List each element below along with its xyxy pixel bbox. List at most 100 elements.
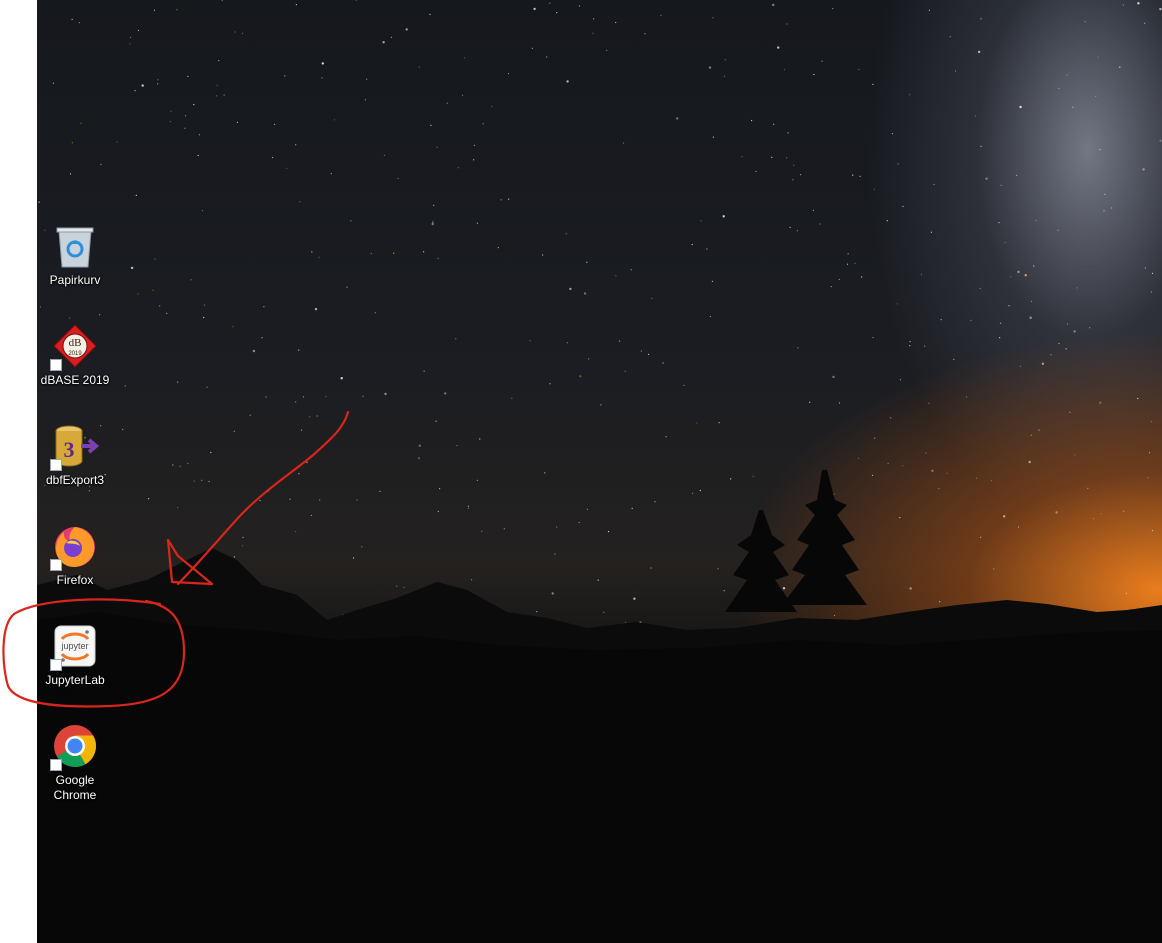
star	[792, 179, 794, 181]
star	[393, 252, 395, 254]
star	[436, 146, 438, 148]
star	[429, 13, 431, 15]
star	[1035, 219, 1037, 222]
star	[153, 9, 156, 11]
star	[1019, 365, 1022, 367]
star	[1016, 174, 1018, 176]
star	[346, 286, 348, 288]
star	[1050, 354, 1052, 356]
star	[473, 144, 476, 146]
star	[473, 159, 475, 161]
star	[723, 75, 726, 77]
desktop-background: Papirkurv dB 2019 dBASE 2019 3	[37, 0, 1162, 943]
star	[665, 436, 667, 438]
star	[909, 94, 911, 96]
dbase-logo-text: dB	[69, 337, 82, 349]
star	[1103, 210, 1105, 212]
star	[356, 499, 358, 501]
star	[147, 498, 150, 500]
desktop-icon-jupyterlab[interactable]: jupyter JupyterLab	[37, 622, 113, 688]
star	[751, 119, 753, 122]
star	[190, 279, 192, 281]
star	[1019, 105, 1022, 109]
desktop-icon-dbase-2019[interactable]: dB 2019 dBASE 2019	[37, 322, 113, 388]
star	[854, 262, 856, 264]
star	[1159, 140, 1161, 142]
star	[985, 177, 988, 180]
star	[741, 156, 743, 158]
star	[1100, 513, 1102, 515]
star	[44, 484, 46, 486]
star	[433, 204, 435, 206]
star	[887, 462, 889, 464]
star	[624, 370, 626, 372]
shortcut-arrow-icon	[50, 659, 62, 671]
star	[833, 493, 835, 495]
star	[1069, 411, 1071, 413]
star	[846, 263, 849, 265]
desktop-icon-firefox[interactable]: Firefox	[37, 522, 113, 588]
star	[566, 80, 569, 83]
star	[890, 417, 892, 419]
star	[104, 474, 106, 476]
star	[177, 381, 179, 383]
star	[1097, 56, 1099, 58]
star	[130, 266, 134, 270]
star	[700, 220, 702, 222]
star	[896, 303, 899, 305]
star	[833, 614, 836, 617]
star	[998, 222, 1000, 224]
star	[980, 18, 982, 20]
star	[423, 370, 425, 372]
star	[712, 17, 714, 19]
star	[640, 350, 642, 352]
star	[1095, 95, 1097, 98]
star	[216, 84, 218, 87]
star	[832, 8, 834, 10]
star	[314, 307, 318, 311]
star	[137, 293, 139, 295]
star	[437, 257, 439, 259]
star	[295, 401, 297, 403]
star	[630, 269, 632, 271]
star	[418, 444, 421, 447]
star	[122, 428, 124, 430]
desktop-icon-papirkurv[interactable]: Papirkurv	[37, 222, 113, 288]
star	[1142, 168, 1145, 171]
star	[476, 222, 478, 224]
star	[556, 526, 558, 528]
star	[439, 488, 441, 490]
star	[615, 275, 617, 277]
star	[1000, 184, 1002, 186]
star	[691, 243, 693, 246]
star	[1058, 342, 1060, 345]
star	[261, 337, 263, 339]
star	[1125, 592, 1127, 594]
star	[1137, 2, 1140, 5]
star	[970, 319, 972, 321]
star	[662, 362, 664, 364]
star	[586, 508, 589, 510]
star	[873, 188, 875, 190]
star	[1066, 74, 1068, 76]
star	[830, 286, 832, 288]
star	[631, 507, 633, 509]
star	[723, 590, 725, 592]
star	[909, 587, 912, 590]
star	[886, 220, 888, 222]
star	[69, 173, 72, 175]
star	[1150, 291, 1152, 293]
star	[379, 490, 381, 492]
star	[938, 488, 940, 490]
desktop-icon-dbfexport3[interactable]: 3 dbfExport3	[37, 422, 113, 488]
desktop-icon-google-chrome[interactable]: Google Chrome	[37, 722, 113, 803]
star	[1137, 397, 1139, 400]
star	[1123, 510, 1125, 512]
star	[953, 358, 955, 360]
star	[999, 337, 1001, 339]
star	[370, 252, 372, 255]
star	[232, 326, 234, 328]
star	[939, 601, 941, 603]
star	[874, 437, 876, 439]
star	[507, 73, 510, 75]
